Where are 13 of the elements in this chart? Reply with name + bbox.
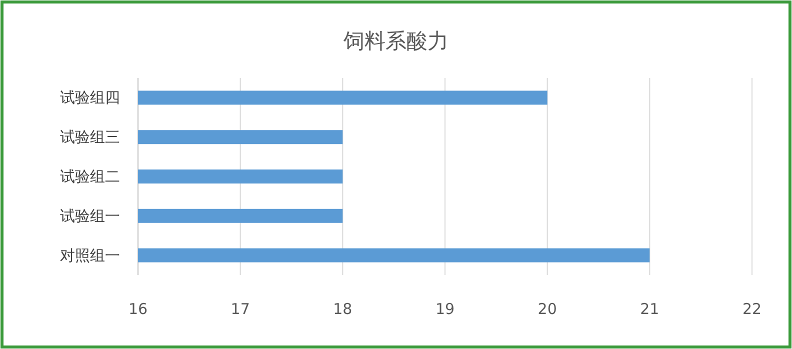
x-tick-label: 21 (640, 300, 660, 318)
x-tick-label: 22 (742, 300, 762, 318)
x-tick-label: 17 (230, 300, 250, 318)
x-tick-label: 18 (333, 300, 352, 318)
x-tick-label: 19 (435, 300, 455, 318)
y-tick-label: 试验组一 (60, 206, 120, 225)
y-tick-label: 对照组一 (60, 246, 120, 264)
x-tick-label: 16 (128, 300, 148, 318)
y-tick-label: 试验组四 (60, 88, 120, 107)
y-tick-label: 试验组二 (60, 168, 120, 186)
x-tick-label: 20 (538, 300, 557, 318)
chart-title: 饲料系酸力 (342, 29, 448, 53)
y-tick-label: 试验组三 (60, 128, 120, 146)
